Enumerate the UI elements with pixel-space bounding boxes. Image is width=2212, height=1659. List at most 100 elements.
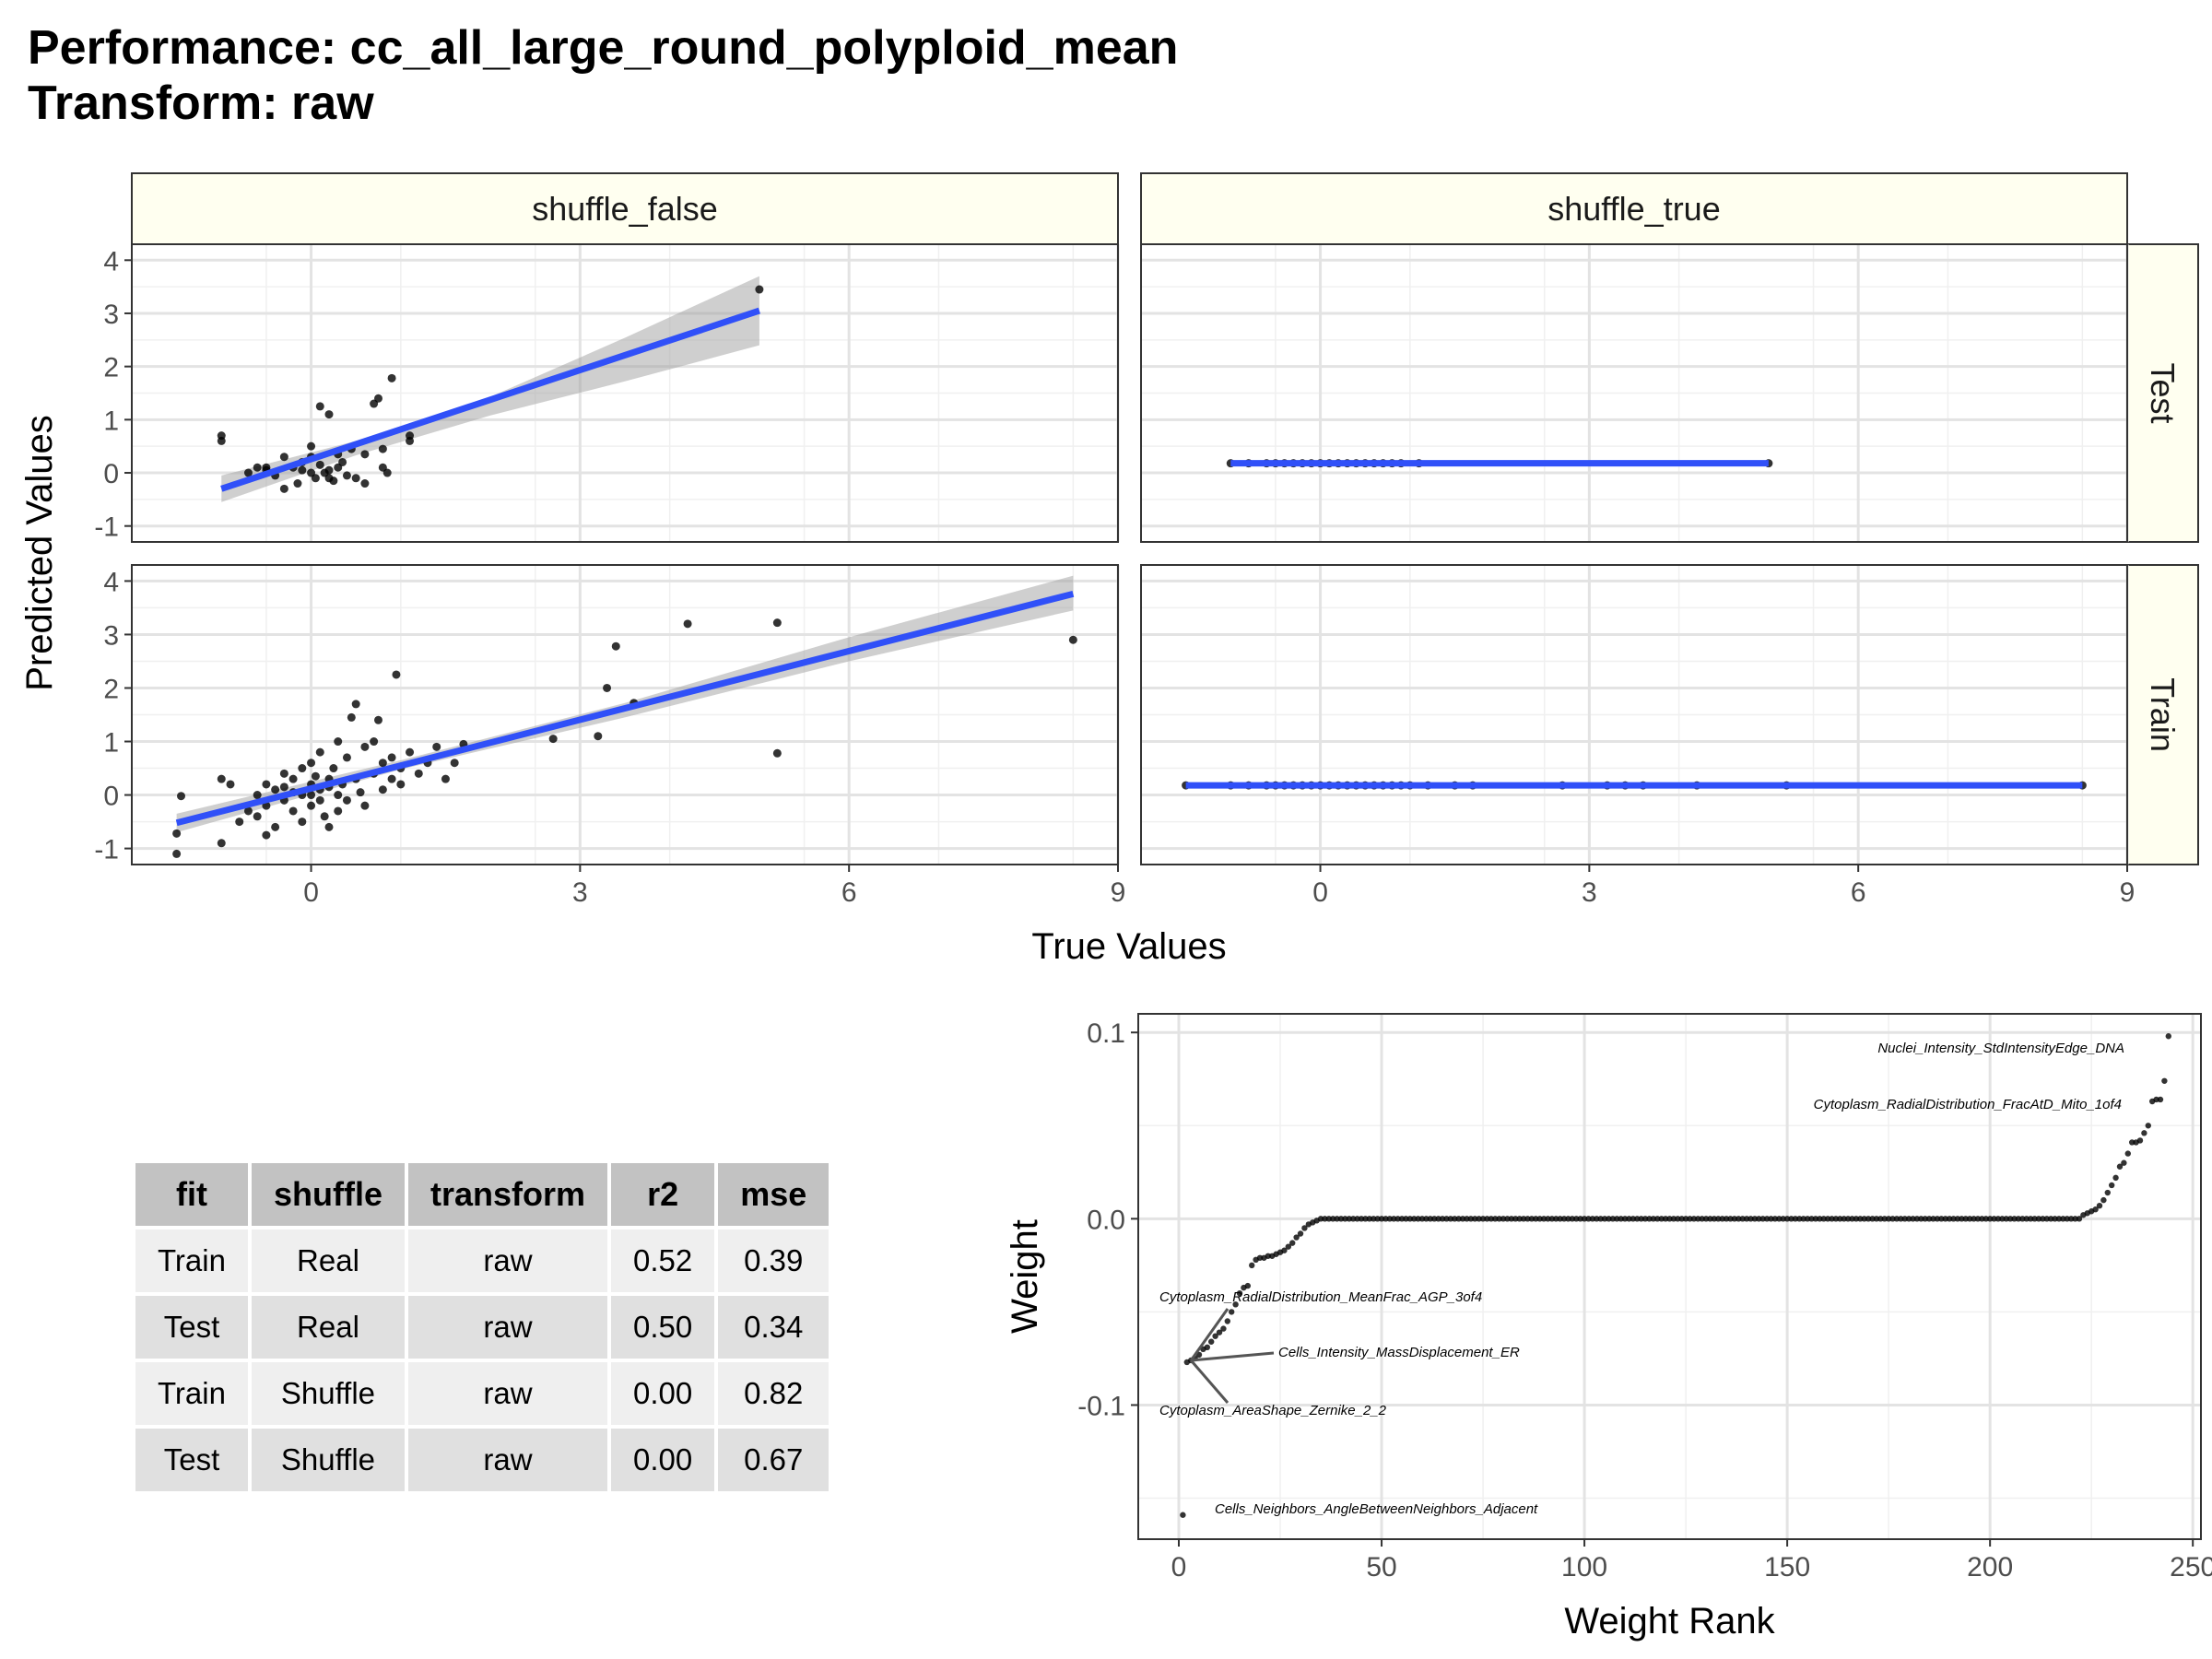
data-point [351,700,360,709]
weight-point [1723,1216,1730,1222]
table-cell: raw [407,1362,608,1425]
table-cell: 0.34 [718,1296,830,1359]
weight-point [1573,1216,1580,1222]
weight-point [1853,1216,1860,1222]
weight-point [1999,1216,2006,1222]
weight-point [1910,1216,1916,1222]
weight-point [1877,1216,1884,1222]
weight-point [1589,1216,1596,1222]
data-point [450,759,459,768]
y-tick-label: 3 [103,300,119,330]
weight-point [1731,1216,1738,1222]
annotation-leader-line [1190,1359,1230,1404]
weight-point [1322,1216,1328,1222]
data-point [253,791,262,800]
weight-point [1621,1216,1629,1222]
weight-point [1553,1216,1559,1222]
weight-point [2003,1216,2009,1222]
data-point [374,394,382,403]
weight-point [1464,1216,1470,1222]
facet-strip-label: shuffle_true [1547,190,1720,228]
weight-point [1337,1216,1345,1222]
weight-point [1256,1254,1264,1261]
weight-point [2019,1216,2026,1222]
weight-point [1443,1216,1450,1222]
weight-point [1832,1216,1840,1222]
weight-point [1991,1216,1997,1222]
panel-border [1140,564,2128,865]
weight-point [1865,1216,1872,1222]
weight-point [1289,1240,1296,1246]
facet-scatter-chart: shuffle_false shuffle_true Test Train -1 0 1 2 3… [19,172,2199,967]
weight-point [2153,1096,2159,1103]
facet-panel-shuffle_true-test [1140,243,2129,543]
data-point [414,769,423,778]
weight-point [1439,1216,1446,1222]
weight-point [1366,1216,1373,1222]
data-point [370,737,379,747]
y-tick-label: -1 [94,835,119,865]
weight-point [1350,1216,1357,1222]
weight-point [1415,1216,1421,1222]
weight-point [1520,1216,1527,1222]
weight-point [1297,1230,1304,1237]
y-tick-label: 2 [103,674,119,704]
facet-strip-label: Train [2144,677,2182,752]
data-point [315,795,324,805]
weight-point [1747,1216,1754,1222]
data-point [360,450,370,459]
weight-point [1435,1216,1441,1222]
weight-point [2108,1182,2115,1189]
weight-point [1472,1216,1478,1222]
weight-point [1966,1216,1973,1222]
data-point [307,441,316,451]
weight-point [2121,1159,2127,1166]
data-point [360,742,370,751]
weight-point [1208,1338,1215,1345]
facet-strip-test [2126,243,2199,543]
weight-point [1905,1216,1912,1222]
x-tick-label: 3 [572,877,588,908]
weight-point [1411,1216,1418,1222]
weight-point [1646,1216,1653,1222]
data-point [351,474,360,483]
performance-table: fit shuffle transform r2 mse Train Real … [132,1159,832,1495]
weight-point [1577,1216,1583,1222]
weight-point [1898,1216,1904,1222]
table-cell: Real [251,1296,405,1359]
weight-point [2035,1216,2042,1222]
weight-point [1220,1325,1227,1332]
weight-point [1804,1216,1811,1222]
weight-point [1418,1216,1426,1222]
table-cell: raw [407,1296,608,1359]
weight-point [1455,1216,1462,1222]
weight-point [2100,1196,2107,1204]
weight-point [1869,1216,1876,1222]
weight-point [1641,1216,1649,1222]
data-point [324,465,334,475]
weight-point [1800,1216,1806,1222]
y-tick-label: -1 [94,512,119,543]
x-tick-label: 6 [1851,877,1866,908]
x-tick-label: 150 [1764,1552,1810,1583]
weight-point [1634,1216,1641,1222]
weight-point [1180,1512,1186,1518]
table-cell: raw [407,1429,608,1491]
weight-point [1763,1216,1771,1222]
x-tick-label: 0 [303,877,319,908]
weight-point [1788,1216,1794,1222]
facet-panel-shuffle_false-test [131,243,1120,543]
weight-point [1893,1216,1900,1222]
weight-point [1922,1216,1928,1222]
weight-point [2072,1216,2078,1222]
facet-strip-label: shuffle_false [532,190,717,228]
data-point [611,641,620,651]
weight-point [1601,1216,1608,1222]
table-row: Train Shuffle raw 0.00 0.82 [135,1362,830,1425]
weight-point [1889,1216,1896,1222]
data-point [360,801,370,810]
data-point [279,782,288,792]
weight-point [1358,1216,1365,1222]
table-header-cell: shuffle [251,1163,405,1226]
weight-point [2031,1216,2038,1222]
